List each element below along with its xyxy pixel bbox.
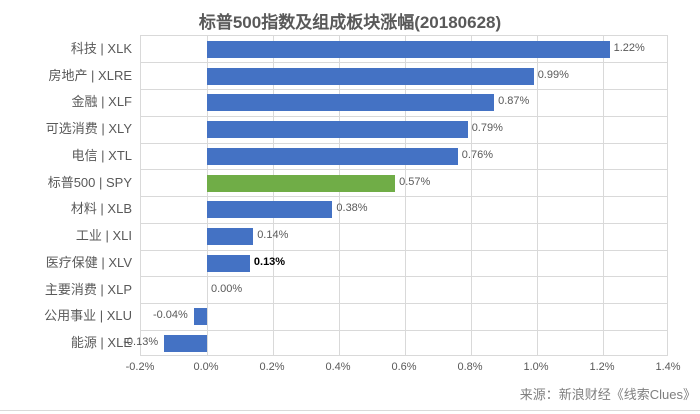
x-tick-label-7: 1.2%: [589, 361, 615, 373]
category-label-5: 标普500 | SPY: [47, 174, 132, 190]
horizontal-gridline: [141, 115, 667, 117]
horizontal-gridline: [141, 196, 667, 197]
category-label-2: 金融 | XLF: [71, 94, 132, 110]
plot-area: [140, 35, 668, 356]
category-label-1: 房地产 | XLRE: [48, 67, 132, 83]
x-tick-label-5: 0.8%: [457, 361, 483, 373]
category-label-3: 可选消费 | XLY: [45, 121, 132, 137]
vertical-gridline: [338, 36, 340, 355]
bar-4: [207, 147, 458, 165]
x-tick-label-3: 0.4%: [325, 361, 351, 373]
x-tick-label-6: 1.0%: [523, 361, 549, 373]
x-tick-label-0: -0.2%: [125, 361, 155, 373]
value-label-11: -0.13%: [123, 336, 159, 349]
horizontal-gridline: [141, 89, 667, 90]
bar-1: [207, 67, 534, 85]
value-label-10: -0.04%: [152, 309, 188, 322]
category-label-6: 材料 | XLB: [70, 201, 132, 217]
value-label-3: 0.79%: [471, 122, 503, 135]
bottom-divider: [0, 410, 700, 411]
category-label-11: 能源 | XLE: [70, 335, 132, 351]
horizontal-gridline: [141, 222, 667, 224]
bar-6: [207, 201, 333, 219]
category-label-0: 科技 | XLK: [70, 40, 132, 56]
vertical-gridline: [536, 36, 538, 355]
bar-7: [207, 228, 254, 246]
x-tick-label-1: 0.0%: [193, 361, 219, 373]
value-label-5: 0.57%: [399, 175, 431, 188]
value-label-9: 0.00%: [211, 282, 243, 295]
value-label-8: 0.13%: [253, 255, 286, 268]
bar-11: [164, 335, 207, 353]
chart-title: 标普500指数及组成板块涨幅(20180628): [198, 13, 502, 32]
source-credit: 来源：新浪财经《线索Clues》: [519, 387, 696, 402]
category-label-10: 公用事业 | XLU: [44, 308, 132, 324]
vertical-gridline: [470, 36, 472, 355]
value-label-6: 0.38%: [336, 202, 368, 215]
horizontal-gridline: [141, 62, 667, 64]
horizontal-gridline: [141, 142, 667, 144]
vertical-gridline: [206, 36, 208, 355]
horizontal-gridline: [141, 249, 667, 251]
x-tick-label-2: 0.2%: [259, 361, 285, 373]
bar-3: [207, 121, 468, 139]
vertical-gridline: [272, 36, 274, 355]
value-label-1: 0.99%: [537, 68, 569, 81]
x-tick-label-8: 1.4%: [655, 361, 681, 373]
bar-10: [193, 308, 207, 326]
x-tick-label-4: 0.6%: [391, 361, 417, 373]
value-label-2: 0.87%: [498, 95, 530, 108]
value-label-7: 0.14%: [257, 229, 289, 242]
value-label-0: 1.22%: [613, 41, 645, 54]
category-label-9: 主要消费 | XLP: [44, 281, 132, 297]
vertical-gridline: [602, 36, 604, 355]
category-label-4: 电信 | XTL: [71, 147, 132, 163]
horizontal-gridline: [141, 303, 667, 304]
category-label-7: 工业 | XLI: [75, 228, 132, 244]
bar-8: [207, 254, 250, 272]
bar-2: [207, 94, 495, 112]
bar-5: [207, 174, 396, 192]
horizontal-gridline: [141, 276, 667, 278]
bar-0: [207, 40, 610, 58]
vertical-gridline: [404, 36, 406, 355]
horizontal-gridline: [141, 329, 667, 331]
category-label-8: 医疗保健 | XLV: [45, 254, 132, 270]
value-label-4: 0.76%: [461, 148, 493, 161]
horizontal-gridline: [141, 169, 667, 171]
